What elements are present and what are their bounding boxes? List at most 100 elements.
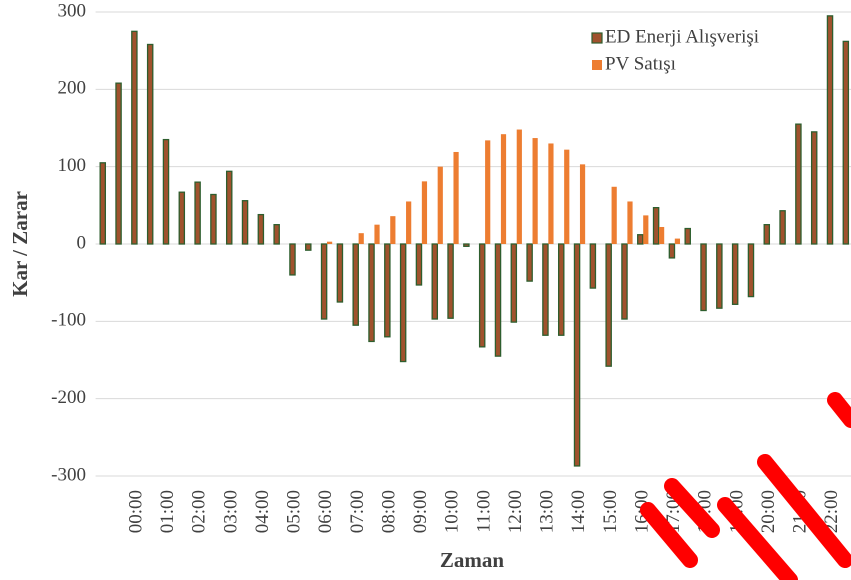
bar <box>843 41 848 244</box>
bar <box>564 150 569 244</box>
x-tick-label: 04:00 <box>252 490 273 533</box>
bar <box>669 244 674 258</box>
bar <box>748 244 753 297</box>
bar <box>606 244 611 366</box>
bar <box>369 244 374 341</box>
legend-swatch <box>592 60 602 70</box>
x-tick-label: 02:00 <box>189 490 210 533</box>
bar <box>327 242 332 244</box>
bar <box>622 244 627 319</box>
x-tick-label: 03:00 <box>220 490 241 533</box>
bar <box>359 233 364 244</box>
bar <box>780 211 785 244</box>
bar <box>485 140 490 244</box>
bar <box>659 227 664 244</box>
y-tick-label: -100 <box>51 310 86 331</box>
y-tick-label: -300 <box>51 464 86 485</box>
bar <box>416 244 421 285</box>
x-tick-label: 13:00 <box>537 490 558 533</box>
bar <box>132 31 137 244</box>
bar <box>390 216 395 244</box>
chart: Kar / Zarar Zaman -300 -200 -100 0 100 200 300… <box>0 0 851 580</box>
bar <box>612 187 617 244</box>
x-tick-label: 00:00 <box>125 490 146 533</box>
x-axis-label: Zaman <box>440 548 505 572</box>
x-tick-label: 05:00 <box>284 490 305 533</box>
bar <box>464 244 469 246</box>
bar <box>406 201 411 244</box>
x-tick-label: 07:00 <box>347 490 368 533</box>
bar <box>422 181 427 244</box>
bar <box>432 244 437 319</box>
bar <box>353 244 358 325</box>
bar <box>242 201 247 244</box>
bar <box>258 215 263 244</box>
bar <box>548 143 553 244</box>
x-tick-label: 08:00 <box>378 490 399 533</box>
legend-label: ED Enerji Alışverişi <box>605 26 759 47</box>
x-tick-label: 09:00 <box>410 490 431 533</box>
bar <box>627 201 632 244</box>
x-tick-label: 15:00 <box>600 490 621 533</box>
y-axis-label: Kar / Zarar <box>8 191 32 297</box>
bar <box>638 235 643 244</box>
bar <box>533 138 538 244</box>
bar <box>675 239 680 244</box>
bar <box>511 244 516 322</box>
bar <box>195 182 200 244</box>
bar <box>580 164 585 244</box>
bar <box>448 244 453 318</box>
watermark-stroke <box>835 400 851 420</box>
bar <box>543 244 548 335</box>
bar <box>495 244 500 356</box>
bar <box>517 130 522 244</box>
legend-swatch <box>592 33 602 43</box>
y-tick-label: 0 <box>77 232 87 253</box>
bar <box>148 44 153 244</box>
bar <box>438 167 443 244</box>
y-tick-label: 100 <box>58 155 87 176</box>
bar <box>654 208 659 244</box>
x-tick-label: 06:00 <box>315 490 336 533</box>
plot-area: -300 -200 -100 0 100 200 300 00:00 01:00 02:00 03:… <box>51 0 851 533</box>
bar <box>211 195 216 244</box>
bar <box>733 244 738 304</box>
bar <box>163 140 168 244</box>
x-tick-label: 12:00 <box>505 490 526 533</box>
bar <box>501 134 506 244</box>
bar <box>116 83 121 244</box>
y-tick-label: 200 <box>58 78 87 99</box>
legend-label: PV Satışı <box>605 53 676 74</box>
bar <box>337 244 342 302</box>
bar <box>527 244 532 281</box>
x-tick-label: 10:00 <box>442 490 463 533</box>
bar <box>574 244 579 466</box>
bar <box>796 124 801 244</box>
bar <box>812 132 817 244</box>
bar <box>717 244 722 308</box>
bar <box>401 244 406 362</box>
bar <box>374 225 379 244</box>
bar <box>290 244 295 275</box>
y-tick-label: 300 <box>58 0 87 21</box>
bar <box>100 163 105 244</box>
bar <box>685 229 690 244</box>
y-tick-label: -200 <box>51 387 86 408</box>
x-tick-label: 01:00 <box>157 490 178 533</box>
bar <box>321 244 326 319</box>
bar <box>227 171 232 244</box>
x-tick-label: 20:00 <box>758 490 779 533</box>
x-tick-label: 14:00 <box>568 490 589 533</box>
bar <box>385 244 390 337</box>
bar <box>559 244 564 335</box>
bar <box>306 244 311 250</box>
bar <box>480 244 485 347</box>
bar <box>179 192 184 244</box>
bar <box>274 225 279 244</box>
bar <box>643 215 648 244</box>
bar <box>453 152 458 244</box>
bar <box>701 244 706 311</box>
bar <box>827 16 832 244</box>
bar <box>590 244 595 288</box>
bar <box>764 225 769 244</box>
